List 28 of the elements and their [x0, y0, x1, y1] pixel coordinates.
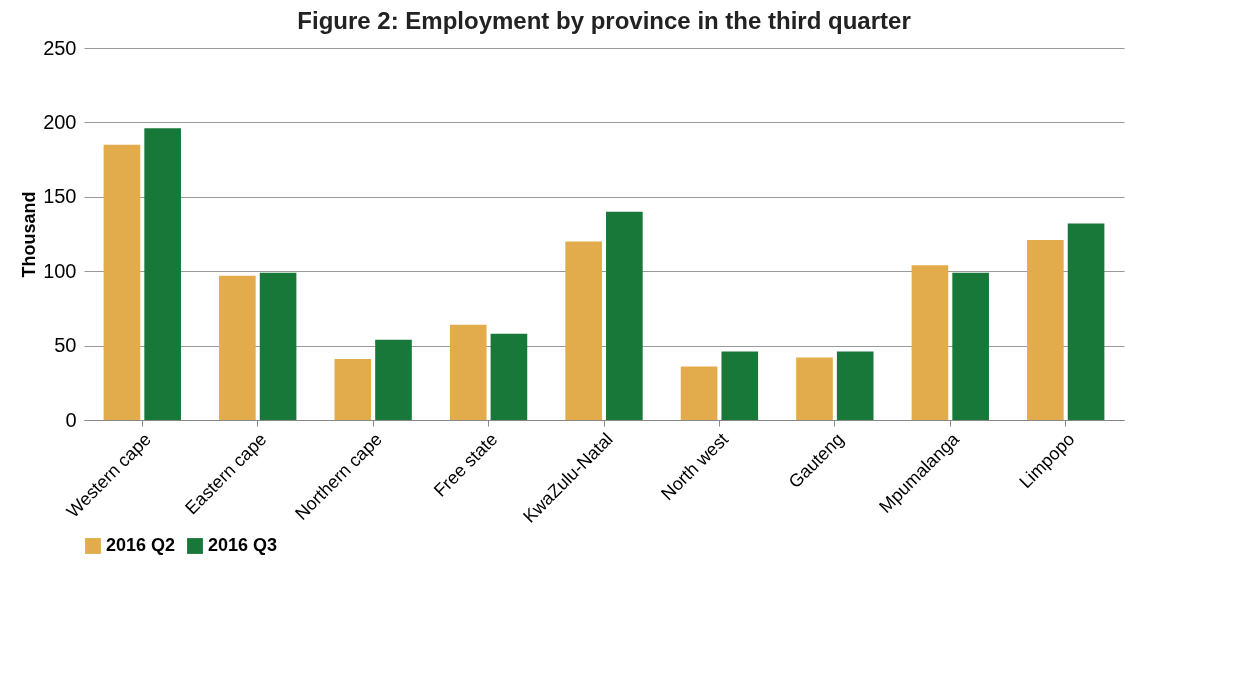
- bar: [796, 357, 833, 420]
- y-tick-label: 100: [43, 259, 77, 282]
- bar: [259, 272, 297, 420]
- bar: [219, 275, 256, 420]
- bar: [836, 351, 874, 420]
- bar: [334, 358, 372, 420]
- bar: [1027, 239, 1064, 420]
- bar: [144, 128, 181, 420]
- bar: [952, 272, 989, 420]
- bar: [449, 324, 487, 420]
- y-tick-label: 250: [43, 36, 77, 59]
- y-tick-label: 200: [43, 110, 77, 133]
- bar: [680, 366, 718, 420]
- legend-label: 2016 Q2: [106, 535, 176, 555]
- y-axis-title: Thousand: [19, 191, 40, 278]
- legend-label: 2016 Q3: [208, 535, 278, 555]
- bar: [490, 333, 528, 420]
- y-tick-label: 50: [54, 334, 77, 357]
- bar: [565, 241, 602, 420]
- bar: [103, 144, 141, 420]
- chart-title: Figure 2: Employment by province in the third quarter: [297, 7, 911, 34]
- bar: [375, 339, 412, 420]
- bar: [721, 351, 759, 420]
- y-tick-label: 0: [65, 408, 77, 431]
- bar: [1067, 223, 1105, 420]
- y-tick-label: 150: [43, 185, 77, 208]
- bar: [911, 265, 949, 420]
- bar: [606, 211, 643, 420]
